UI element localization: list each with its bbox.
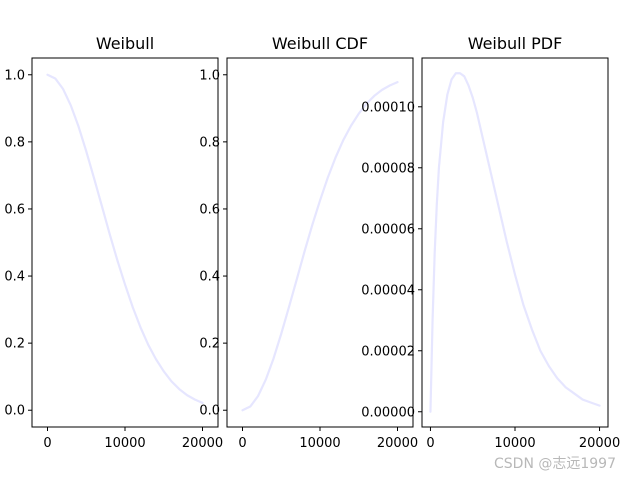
x-tick-label: 10000	[494, 436, 535, 451]
y-tick-label: 1.0	[199, 68, 220, 83]
y-tick-label: 0.6	[4, 202, 25, 217]
x-tick-label: 10000	[299, 436, 340, 451]
x-tick-label: 0	[43, 436, 51, 451]
chart-title: Weibull CDF	[272, 34, 368, 53]
subplot-1: Weibull 0 10000 20000 0.0 0.2 0.4 0.6 0.8 1.0	[4, 34, 223, 451]
subplot-3: Weibull PDF 0 10000 20000 0.00000 0.00002 0.00…	[361, 34, 620, 451]
y-tick-label: 0.00002	[361, 344, 415, 359]
y-tick-label: 0.6	[199, 202, 220, 217]
y-tick-label: 0.00000	[361, 405, 415, 420]
series-line-1	[429, 72, 601, 413]
x-tick-label: 20000	[182, 436, 223, 451]
y-tick-label: 0.00008	[361, 161, 415, 176]
y-tick-label: 0.00006	[361, 222, 415, 237]
series-line-1	[46, 73, 204, 404]
y-tick-label: 0.8	[4, 135, 25, 150]
chart-title: Weibull	[96, 34, 154, 53]
x-tick-label: 20000	[579, 436, 620, 451]
series-line-1	[241, 81, 399, 412]
x-tick-label: 10000	[104, 436, 145, 451]
y-tick-label: 0.4	[199, 270, 220, 285]
y-tick-label: 0.2	[199, 337, 220, 352]
y-tick-label: 0.8	[199, 135, 220, 150]
axes-frame	[421, 57, 609, 428]
x-tick-label: 0	[426, 436, 434, 451]
chart-title: Weibull PDF	[468, 34, 563, 53]
y-tick-label: 0.4	[4, 270, 25, 285]
y-tick-label: 0.00010	[361, 100, 415, 115]
watermark: CSDN @志远1997	[494, 456, 616, 472]
y-tick-label: 0.0	[199, 404, 220, 419]
y-tick-label: 0.00004	[361, 283, 415, 298]
y-tick-label: 0.2	[4, 337, 25, 352]
subplot-2: Weibull CDF 0 10000 20000 0.0 0.2 0.4 0.6 0.8 1.0	[199, 34, 418, 451]
axes-frame	[31, 57, 219, 428]
y-tick-label: 1.0	[4, 68, 25, 83]
y-tick-label: 0.0	[4, 404, 25, 419]
x-tick-label: 0	[238, 436, 246, 451]
x-tick-label: 20000	[377, 436, 418, 451]
